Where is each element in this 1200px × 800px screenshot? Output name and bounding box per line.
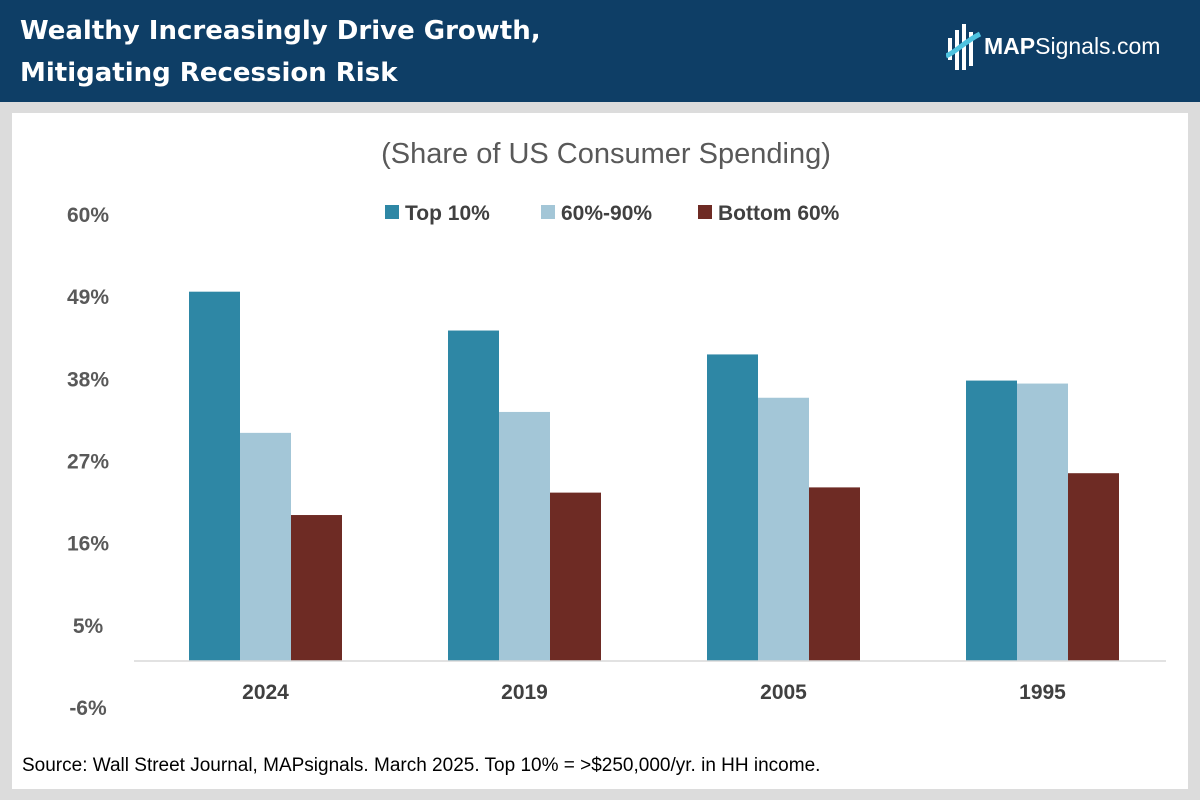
- y-tick-label: 49%: [67, 286, 109, 309]
- legend: Top 10% 60%-90% Bottom 60%: [385, 202, 840, 225]
- bar-top-10--2005: [707, 354, 758, 661]
- source-note: Source: Wall Street Journal, MAPsignals.…: [22, 755, 821, 776]
- bar-60-90--2019: [499, 411, 550, 661]
- header-banner: Wealthy Increasingly Drive Growth, Mitig…: [0, 0, 1200, 102]
- logo-rest-text: Signals.com: [1035, 33, 1161, 59]
- logo-mark-icon: [944, 24, 982, 70]
- legend-label: Top 10%: [405, 202, 490, 225]
- x-tick-label: 2005: [760, 681, 807, 704]
- y-tick-label: 16%: [67, 533, 109, 556]
- bar-top-10--1995: [966, 380, 1017, 661]
- bar-60-90--2005: [758, 397, 809, 661]
- title-line-2: Mitigating Recession Risk: [20, 58, 398, 88]
- legend-label: 60%-90%: [561, 202, 652, 225]
- legend-swatch: [385, 205, 399, 219]
- bar-bottom-60--1995: [1068, 473, 1119, 661]
- x-axis: 2024 2019 2005 1995: [242, 681, 1066, 704]
- bar-60-90--1995: [1017, 383, 1068, 661]
- bar-top-10--2024: [189, 291, 240, 661]
- legend-label: Bottom 60%: [718, 202, 840, 225]
- bar-bottom-60--2024: [291, 515, 342, 661]
- title-line-1: Wealthy Increasingly Drive Growth,: [20, 16, 541, 46]
- mapsignals-logo: MAPSignals.com: [944, 22, 1186, 74]
- y-tick-label: 27%: [67, 451, 109, 474]
- logo-bold-text: MAP: [984, 33, 1036, 59]
- bars: [189, 291, 1119, 661]
- bar-top-10--2019: [448, 330, 499, 661]
- y-tick-label: 60%: [67, 204, 109, 227]
- legend-swatch: [541, 205, 555, 219]
- bar-bottom-60--2005: [809, 487, 860, 661]
- legend-swatch: [698, 205, 712, 219]
- y-tick-label: 5%: [73, 615, 104, 638]
- chart-title: (Share of US Consumer Spending): [381, 138, 831, 170]
- bar-60-90--2024: [240, 432, 291, 661]
- x-tick-label: 2019: [501, 681, 548, 704]
- x-tick-label: 2024: [242, 681, 289, 704]
- y-tick-label: -6%: [69, 697, 107, 720]
- bar-bottom-60--2019: [550, 492, 601, 661]
- logo-wordmark: MAPSignals.com: [984, 33, 1160, 60]
- page-title: Wealthy Increasingly Drive Growth, Mitig…: [20, 10, 541, 94]
- x-tick-label: 1995: [1019, 681, 1066, 704]
- y-axis: 60% 49% 38% 27% 16% 5% -6%: [67, 204, 109, 720]
- y-tick-label: 38%: [67, 368, 109, 391]
